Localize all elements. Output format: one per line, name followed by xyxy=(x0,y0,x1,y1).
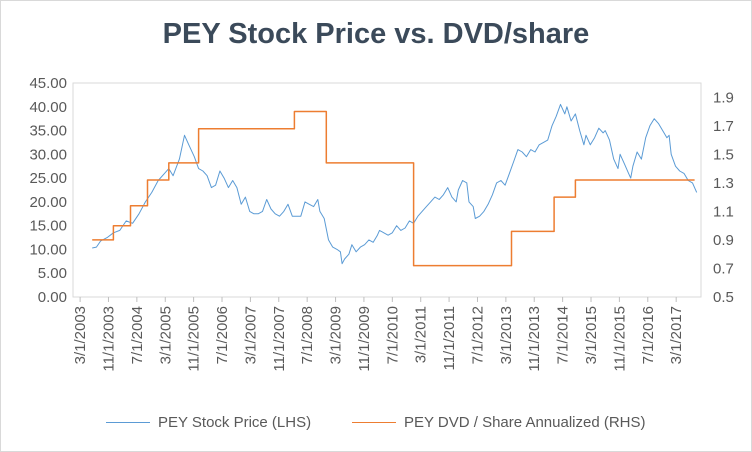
x-axis-tick-label: 3/1/2011 xyxy=(413,306,430,363)
right-axis-tick-label: 1.5 xyxy=(713,146,734,163)
left-axis-tick-label: 40.00 xyxy=(29,99,67,116)
right-axis-tick-label: 0.9 xyxy=(713,232,734,249)
right-axis-tick-label: 1.9 xyxy=(713,89,734,106)
chart-title: PEY Stock Price vs. DVD/share xyxy=(162,18,590,50)
x-axis-tick-label: 11/1/2007 xyxy=(271,306,288,372)
legend-item-stock-price: PEY Stock Price (LHS) xyxy=(106,410,311,434)
x-axis-tick-label: 11/1/2013 xyxy=(526,306,543,372)
x-axis-tick-label: 7/1/2012 xyxy=(469,306,486,364)
x-axis-tick-label: 7/1/2016 xyxy=(640,306,657,364)
x-axis-tick-label: 11/1/2005 xyxy=(186,306,203,372)
x-axis-tick-label: 3/1/2009 xyxy=(328,306,345,364)
left-axis-tick-label: 30.00 xyxy=(29,146,67,163)
right-axis-tick-label: 0.5 xyxy=(713,289,734,306)
legend-label-stock-price: PEY Stock Price (LHS) xyxy=(158,413,312,431)
x-axis-tick-label: 11/1/2009 xyxy=(356,306,373,372)
x-axis-tick-label: 7/1/2006 xyxy=(214,306,231,364)
x-axis-tick-label: 7/1/2010 xyxy=(384,306,401,364)
left-axis-tick-label: 10.00 xyxy=(29,241,67,258)
x-axis-tick-label: 3/1/2005 xyxy=(157,306,174,364)
x-axis-tick-label: 3/1/2017 xyxy=(668,306,685,364)
stock-price-line xyxy=(92,103,698,265)
right-axis-tick-label: 1.7 xyxy=(713,118,734,135)
left-axis-tick-label: 15.00 xyxy=(29,218,67,235)
left-axis-tick-label: 0.00 xyxy=(38,289,67,306)
x-axis-tick-label: 3/1/2007 xyxy=(242,306,259,364)
left-axis-tick-label: 5.00 xyxy=(38,265,67,282)
plot-area xyxy=(72,82,702,298)
x-axis-tick-label: 7/1/2008 xyxy=(299,306,316,364)
right-axis-tick-label: 1.3 xyxy=(713,175,734,192)
legend: PEY Stock Price (LHS) PEY DVD / Share An… xyxy=(0,410,752,434)
x-axis-tick-label: 11/1/2003 xyxy=(100,306,117,372)
left-axis-tick-label: 20.00 xyxy=(29,194,67,211)
x-axis-tick-label: 7/1/2004 xyxy=(129,306,146,364)
x-axis-tick-label: 3/1/2003 xyxy=(72,306,89,364)
x-axis-tick-label: 11/1/2011 xyxy=(441,306,458,371)
legend-item-dividend: PEY DVD / Share Annualized (RHS) xyxy=(352,410,646,434)
right-axis-tick-label: 0.7 xyxy=(713,260,734,277)
dividend-line xyxy=(92,110,695,267)
x-axis-tick-label: 3/1/2013 xyxy=(498,306,515,364)
left-axis-tick-label: 35.00 xyxy=(29,123,67,140)
legend-line-dividend xyxy=(352,421,396,423)
x-axis-tick-label: 3/1/2015 xyxy=(583,306,600,364)
x-axis-tick-label: 11/1/2015 xyxy=(611,306,628,372)
right-axis-tick-label: 1.1 xyxy=(713,203,734,220)
legend-line-stock-price xyxy=(106,421,150,423)
legend-label-dividend: PEY DVD / Share Annualized (RHS) xyxy=(404,413,646,431)
x-axis-tick-label: 7/1/2014 xyxy=(555,306,572,364)
left-axis-tick-label: 45.00 xyxy=(29,75,67,92)
left-axis-tick-label: 25.00 xyxy=(29,170,67,187)
